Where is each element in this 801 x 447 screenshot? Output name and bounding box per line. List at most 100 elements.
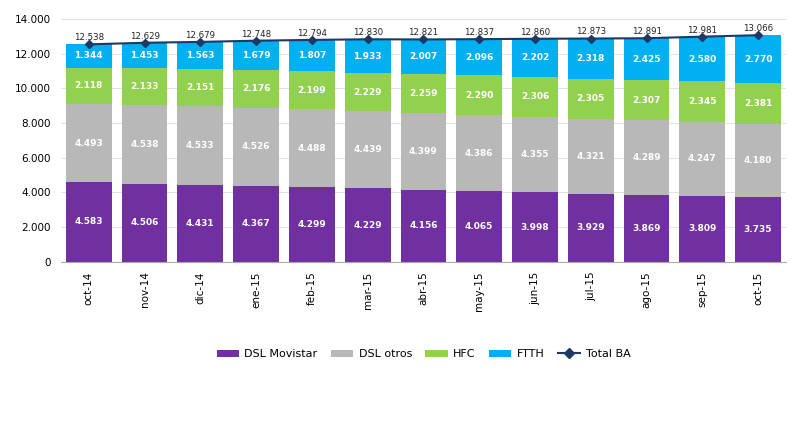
Text: 4.506: 4.506 (131, 218, 159, 227)
Text: 2.425: 2.425 (632, 55, 661, 64)
Bar (289, 187, 335, 261)
Bar (624, 80, 670, 120)
Text: 2.199: 2.199 (297, 86, 326, 95)
Text: 3.735: 3.735 (744, 225, 772, 234)
Text: 1.933: 1.933 (353, 51, 382, 60)
Total BA (84, 42, 94, 47)
Text: 12.873: 12.873 (576, 27, 606, 37)
Bar (457, 115, 502, 191)
Bar (624, 38, 670, 80)
Text: 12.891: 12.891 (631, 27, 662, 36)
Legend: DSL Movistar, DSL otros, HFC, FTTH, Total BA: DSL Movistar, DSL otros, HFC, FTTH, Tota… (212, 345, 634, 364)
Bar (122, 184, 167, 261)
Bar (679, 37, 725, 81)
Total BA (252, 38, 261, 43)
Bar (66, 67, 111, 104)
Bar (178, 69, 223, 106)
Text: 4.229: 4.229 (353, 220, 382, 229)
Total BA (363, 37, 372, 42)
Text: 1.807: 1.807 (298, 51, 326, 60)
Bar (735, 83, 781, 124)
Text: 12.629: 12.629 (130, 32, 159, 41)
Total BA (419, 37, 429, 42)
Text: 2.259: 2.259 (409, 89, 437, 98)
Text: 1.453: 1.453 (131, 51, 159, 60)
Text: 12.830: 12.830 (352, 28, 383, 37)
Text: 4.493: 4.493 (74, 139, 103, 148)
Text: 4.289: 4.289 (632, 153, 661, 162)
Bar (289, 110, 335, 187)
Text: 3.929: 3.929 (577, 223, 605, 232)
Bar (233, 41, 279, 70)
Text: 2.202: 2.202 (521, 53, 549, 62)
Bar (457, 191, 502, 261)
Text: 12.679: 12.679 (185, 31, 215, 40)
Text: 2.580: 2.580 (688, 55, 716, 63)
Text: 3.809: 3.809 (688, 224, 717, 233)
Bar (568, 118, 614, 194)
Bar (289, 71, 335, 110)
Bar (233, 70, 279, 108)
Text: 3.998: 3.998 (521, 223, 549, 232)
Bar (289, 40, 335, 71)
Text: 2.290: 2.290 (465, 91, 493, 100)
Text: 2.318: 2.318 (577, 54, 605, 63)
Total BA (530, 36, 540, 42)
Text: 2.176: 2.176 (242, 84, 270, 93)
Text: 12.538: 12.538 (74, 33, 104, 42)
Text: 2.345: 2.345 (688, 97, 717, 106)
Bar (66, 182, 111, 261)
Total BA (139, 40, 149, 46)
Total BA (698, 34, 707, 39)
Bar (233, 108, 279, 186)
Text: 4.399: 4.399 (409, 147, 438, 156)
Text: 12.981: 12.981 (687, 25, 718, 34)
Bar (178, 106, 223, 185)
Bar (344, 39, 391, 73)
Text: 4.180: 4.180 (744, 156, 772, 165)
Text: 4.538: 4.538 (131, 140, 159, 149)
Bar (344, 111, 391, 188)
Text: 4.247: 4.247 (688, 154, 717, 163)
Text: 4.367: 4.367 (242, 219, 271, 228)
Bar (679, 81, 725, 122)
Text: 4.156: 4.156 (409, 221, 437, 230)
Text: 4.526: 4.526 (242, 142, 270, 151)
Text: 2.381: 2.381 (744, 99, 772, 108)
Total BA (307, 37, 316, 42)
Text: 4.583: 4.583 (74, 217, 103, 227)
Text: 4.386: 4.386 (465, 149, 493, 158)
Text: 13.066: 13.066 (743, 24, 773, 33)
Bar (457, 76, 502, 115)
Bar (178, 42, 223, 69)
Bar (122, 43, 167, 68)
Bar (735, 197, 781, 261)
Total BA (642, 36, 651, 41)
Bar (344, 188, 391, 261)
Text: 4.439: 4.439 (353, 145, 382, 154)
Total BA (753, 33, 763, 38)
Bar (624, 120, 670, 194)
Text: 1.344: 1.344 (74, 51, 103, 60)
Text: 2.229: 2.229 (353, 88, 382, 97)
Text: 12.837: 12.837 (464, 28, 494, 37)
Bar (400, 39, 446, 74)
Bar (122, 68, 167, 105)
Bar (568, 194, 614, 261)
Text: 2.307: 2.307 (632, 96, 661, 105)
Text: 12.794: 12.794 (297, 29, 327, 38)
Bar (400, 190, 446, 261)
Total BA (195, 39, 205, 45)
Text: 2.151: 2.151 (186, 83, 215, 92)
Text: 4.299: 4.299 (297, 220, 326, 229)
Bar (512, 39, 557, 77)
Bar (344, 73, 391, 111)
Bar (568, 38, 614, 79)
Bar (122, 105, 167, 184)
Bar (624, 194, 670, 261)
Text: 1.679: 1.679 (242, 51, 271, 60)
Bar (400, 114, 446, 190)
Text: 4.488: 4.488 (297, 144, 326, 153)
Text: 12.860: 12.860 (520, 28, 550, 37)
Text: 4.321: 4.321 (577, 152, 605, 160)
